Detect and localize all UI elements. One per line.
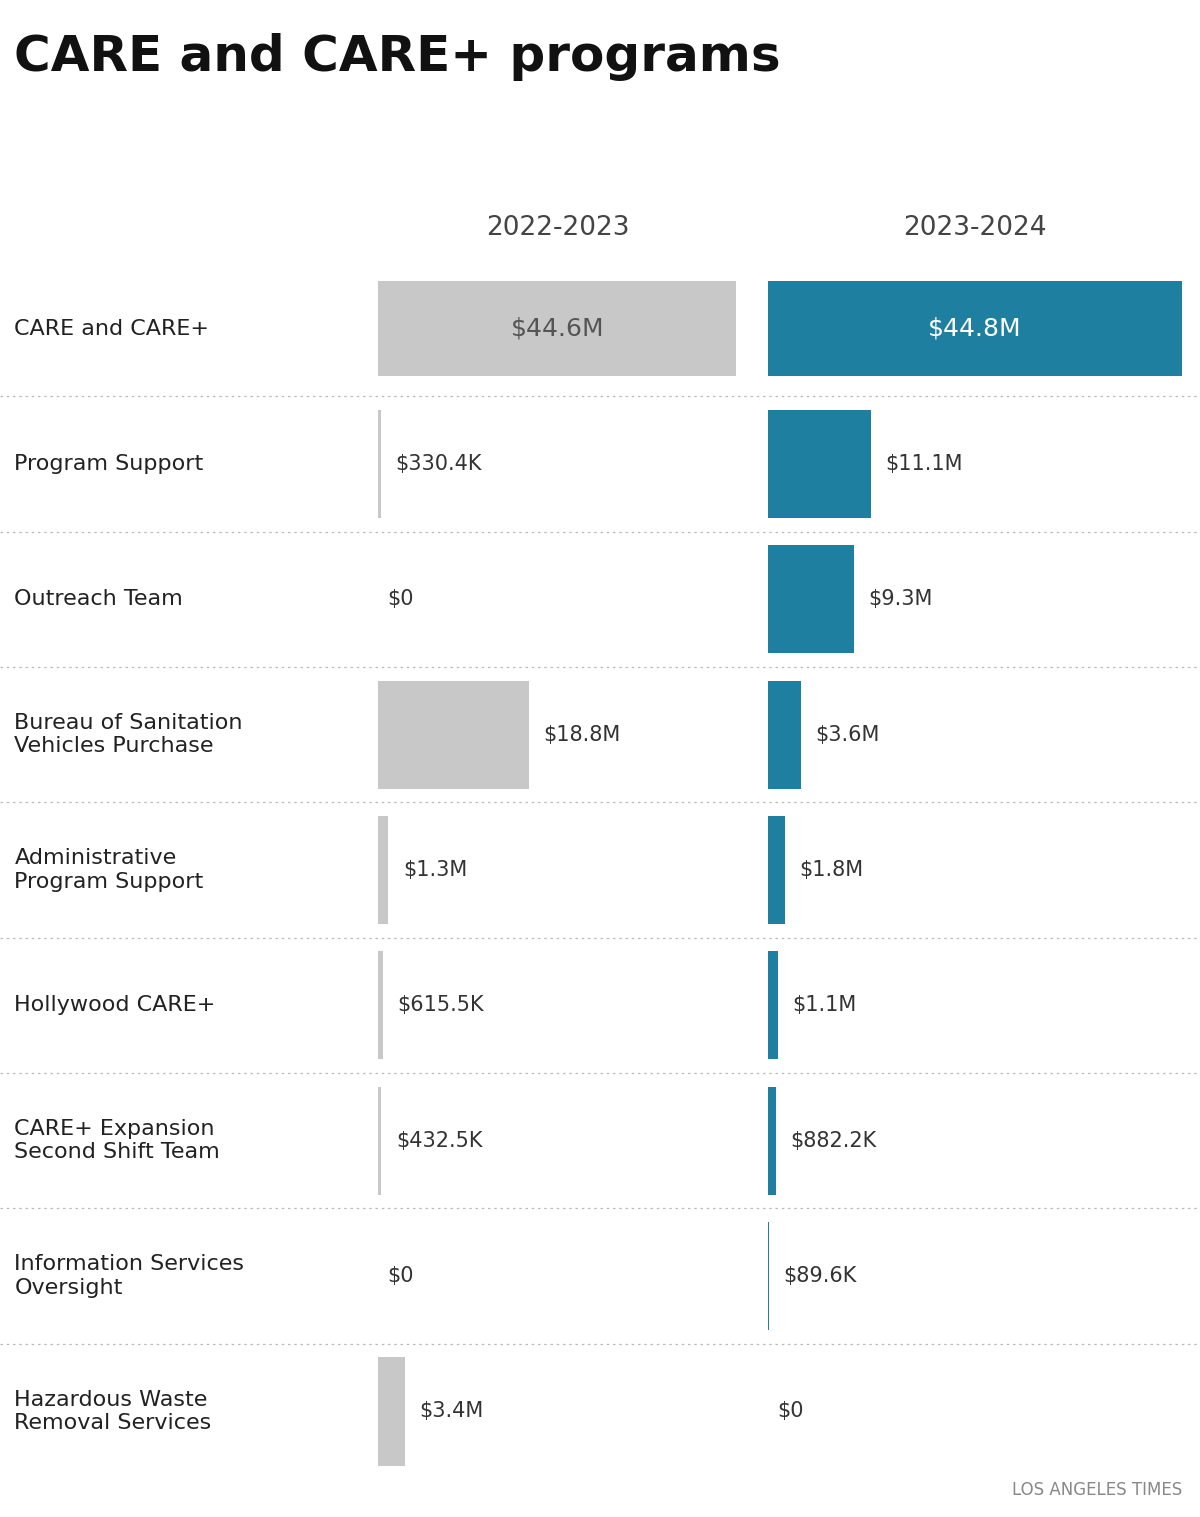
Bar <box>768 281 1182 376</box>
Bar <box>768 1086 776 1195</box>
Text: 2022-2023: 2022-2023 <box>486 215 630 241</box>
Text: $44.8M: $44.8M <box>928 317 1022 341</box>
Text: $330.4K: $330.4K <box>395 454 481 473</box>
Bar <box>378 281 737 376</box>
Text: Hazardous Waste
Removal Services: Hazardous Waste Removal Services <box>14 1390 211 1434</box>
Text: $615.5K: $615.5K <box>397 995 484 1015</box>
Text: Bureau of Sanitation
Vehicles Purchase: Bureau of Sanitation Vehicles Purchase <box>14 713 242 757</box>
Bar <box>378 410 380 519</box>
Bar <box>768 951 778 1059</box>
Text: $18.8M: $18.8M <box>544 725 620 745</box>
Text: CARE+ Expansion
Second Shift Team: CARE+ Expansion Second Shift Team <box>14 1120 220 1162</box>
Text: $1.8M: $1.8M <box>799 860 863 880</box>
Text: $89.6K: $89.6K <box>784 1267 857 1286</box>
Text: CARE and CARE+ programs: CARE and CARE+ programs <box>14 33 781 82</box>
Text: $1.1M: $1.1M <box>792 995 857 1015</box>
Text: $0: $0 <box>388 1267 414 1286</box>
Bar <box>768 410 870 519</box>
Text: $882.2K: $882.2K <box>791 1130 877 1151</box>
Text: Administrative
Program Support: Administrative Program Support <box>14 848 204 892</box>
Text: 2023-2024: 2023-2024 <box>904 215 1046 241</box>
Text: $9.3M: $9.3M <box>869 589 932 610</box>
Text: $1.3M: $1.3M <box>403 860 467 880</box>
Bar <box>378 816 389 924</box>
Text: $0: $0 <box>388 589 414 610</box>
Bar <box>378 1086 382 1195</box>
Bar <box>378 1358 406 1465</box>
Bar <box>768 681 802 789</box>
Text: LOS ANGELES TIMES: LOS ANGELES TIMES <box>1012 1481 1182 1499</box>
Bar <box>378 951 383 1059</box>
Text: Program Support: Program Support <box>14 454 204 473</box>
Text: $11.1M: $11.1M <box>884 454 962 473</box>
Text: $3.6M: $3.6M <box>816 725 880 745</box>
Bar <box>768 816 785 924</box>
Text: Outreach Team: Outreach Team <box>14 589 184 610</box>
Text: $44.6M: $44.6M <box>510 317 604 341</box>
Text: CARE and CARE+: CARE and CARE+ <box>14 319 210 338</box>
Text: $432.5K: $432.5K <box>396 1130 482 1151</box>
Text: $0: $0 <box>778 1402 804 1421</box>
Text: Hollywood CARE+: Hollywood CARE+ <box>14 995 216 1015</box>
Text: $3.4M: $3.4M <box>420 1402 484 1421</box>
Text: Information Services
Oversight: Information Services Oversight <box>14 1255 245 1297</box>
Bar <box>768 545 854 654</box>
Bar <box>378 681 529 789</box>
